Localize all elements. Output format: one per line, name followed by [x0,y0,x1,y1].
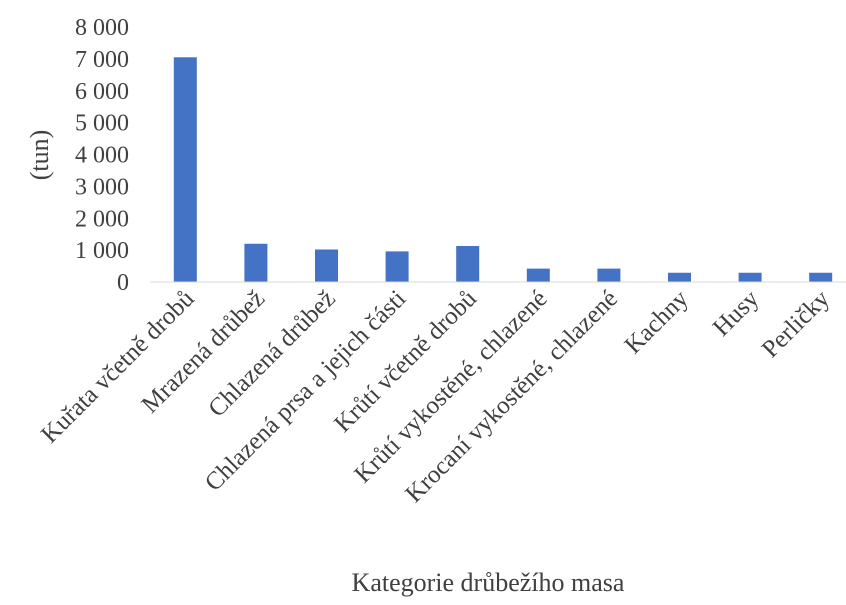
y-tick-label: 1 000 [75,238,129,264]
y-tick-label: 7 000 [75,47,129,73]
y-tick-label: 3 000 [75,174,129,200]
bar [668,272,691,282]
y-tick-label: 4 000 [75,143,129,169]
x-tick-label: Perličky [757,285,835,363]
bar [809,272,833,282]
x-tick-label: Kachny [620,285,694,359]
bar [173,57,197,282]
x-axis-title: Kategorie drůbežího masa [352,568,625,597]
y-tick-label: 0 [117,270,129,296]
bar [526,268,550,282]
x-tick-label: Mrazená drůbež [137,285,270,418]
y-tick-label: 2 000 [75,206,129,232]
bar [597,268,621,282]
y-tick-label: 6 000 [75,79,129,105]
y-tick-label: 8 000 [75,15,129,41]
y-axis: 0 1 000 2 000 3 000 4 000 5 000 6 000 7 000 8 00… [75,15,129,296]
bar [385,251,409,282]
x-tick-label: Chlazená drůbež [203,285,340,422]
bar [738,272,762,282]
x-tick-label: Husy [708,285,765,342]
bar [315,249,338,282]
y-tick-label: 5 000 [75,111,129,137]
bar [456,245,480,282]
y-axis-title: (tun) [25,130,54,181]
bars-group [173,57,833,282]
bar [244,243,268,282]
